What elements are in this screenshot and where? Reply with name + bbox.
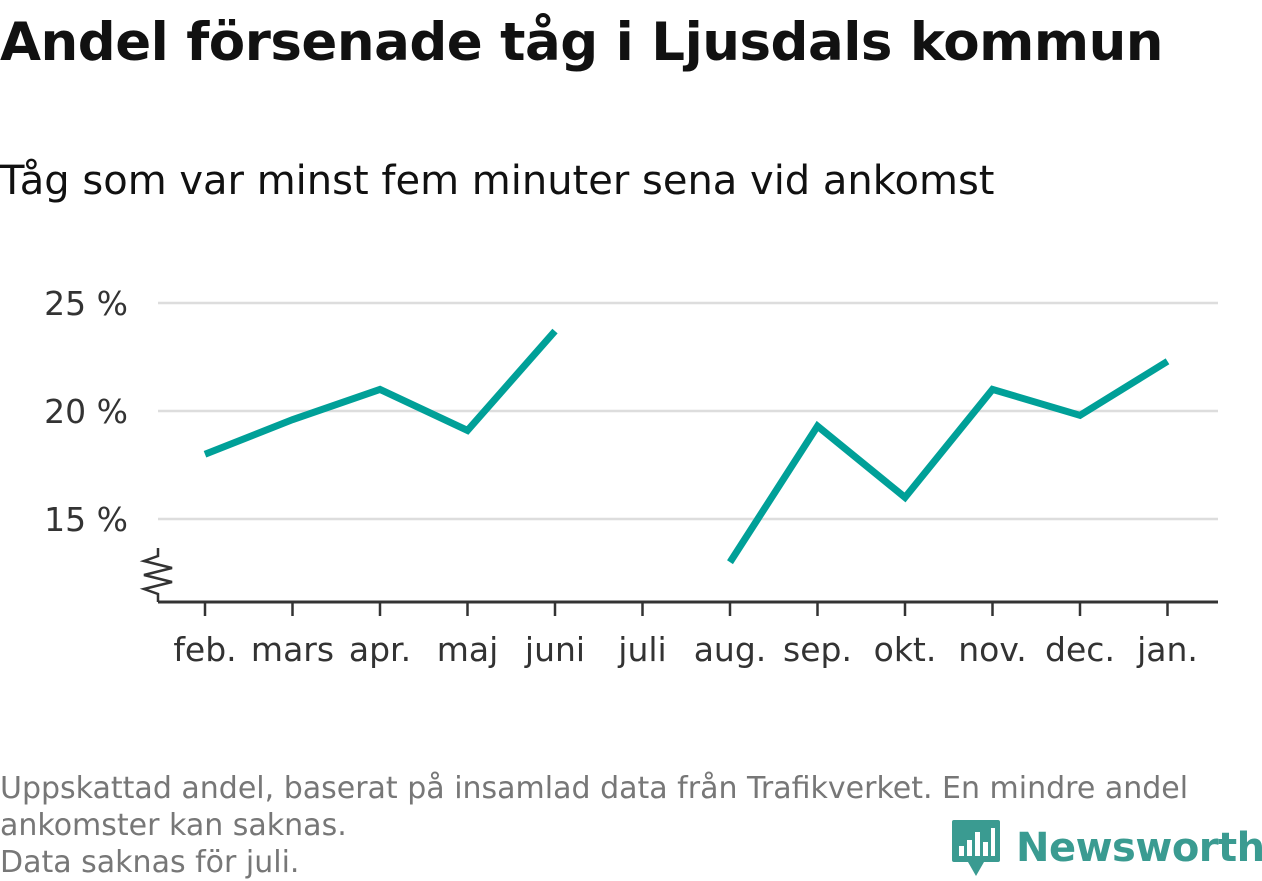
x-tick-label: sep. — [783, 630, 852, 669]
x-tick-label: maj — [437, 630, 499, 669]
series-line-segment — [730, 361, 1168, 562]
x-tick-label: jan. — [1136, 630, 1198, 669]
x-tick-label: okt. — [874, 630, 937, 669]
x-tick-label: aug. — [694, 630, 767, 669]
bar-chart-pin-icon — [950, 818, 1002, 878]
y-tick-label: 15 % — [44, 500, 128, 539]
footnote-line-1: Uppskattad andel, baserat på insamlad da… — [0, 770, 1250, 807]
y-tick-label: 25 % — [44, 284, 128, 323]
x-tick-label: juli — [617, 630, 666, 669]
x-tick-label: apr. — [349, 630, 411, 669]
x-tick-label: dec. — [1045, 630, 1115, 669]
y-axis-break-icon — [144, 548, 172, 602]
brand-logo: Newsworthy — [950, 818, 1262, 878]
x-tick-label: nov. — [958, 630, 1027, 669]
y-tick-label: 20 % — [44, 392, 128, 431]
brand-name: Newsworthy — [1016, 825, 1262, 871]
x-tick-label: juni — [524, 630, 585, 669]
series-line-segment — [205, 331, 555, 454]
x-tick-label: feb. — [173, 630, 236, 669]
x-tick-label: mars — [251, 630, 334, 669]
